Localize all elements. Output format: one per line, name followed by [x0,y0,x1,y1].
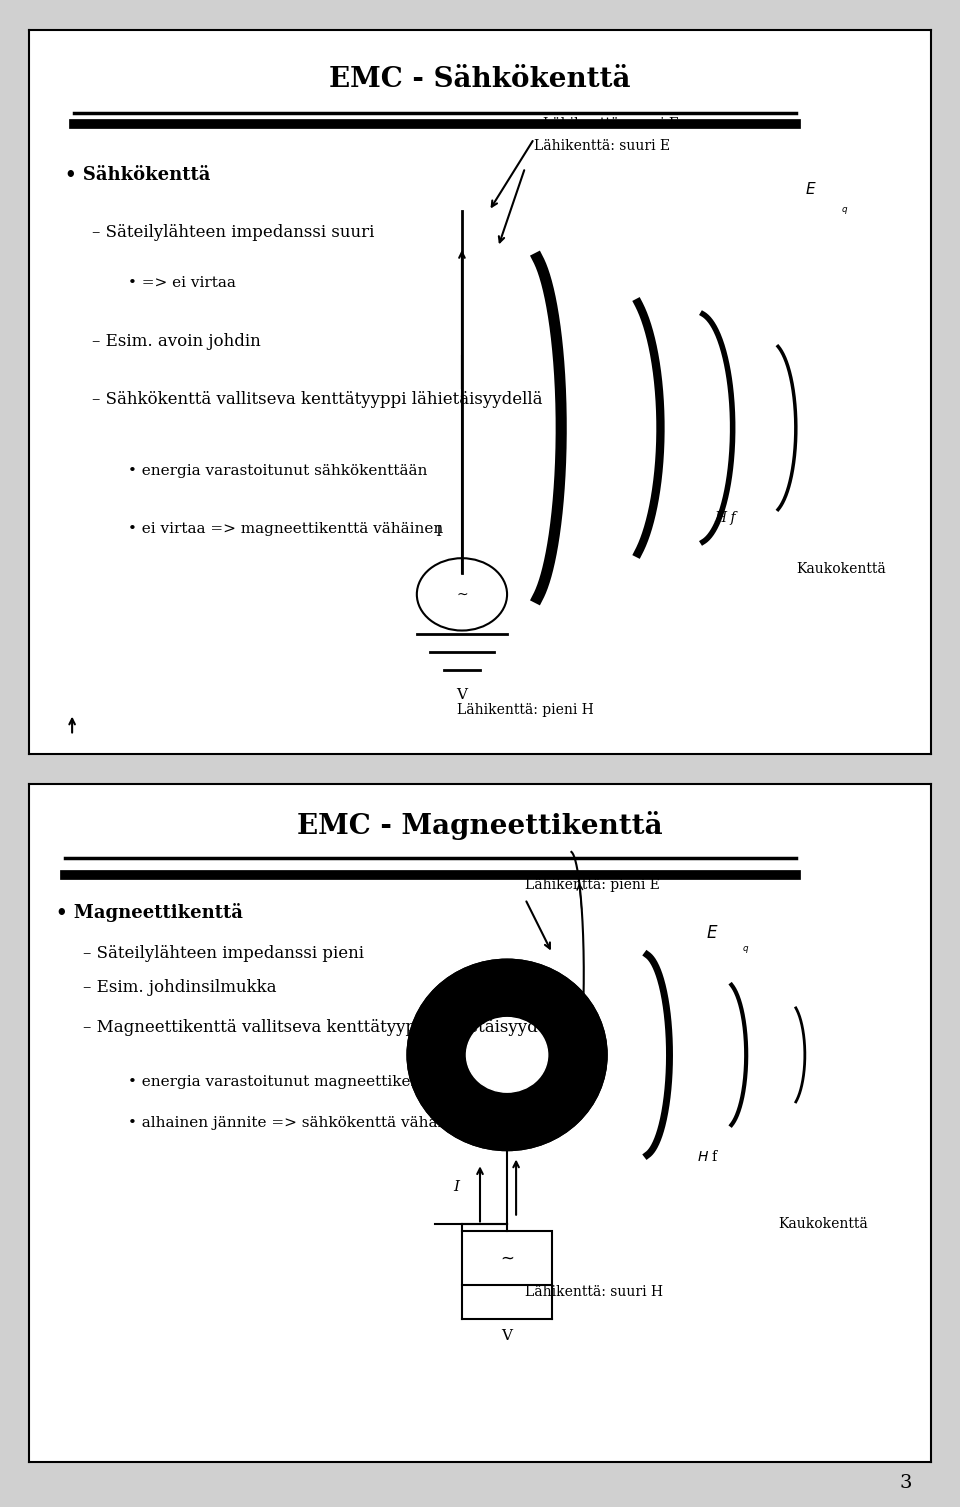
Ellipse shape [462,1014,552,1096]
Text: • => ei virtaa: • => ei virtaa [128,276,236,291]
Text: – Magneettikenttä vallitseva kenttätyyppi lähietäisyydellä: – Magneettikenttä vallitseva kenttätyypp… [83,1019,568,1037]
Text: Lähikenttä: suuri H: Lähikenttä: suuri H [525,1285,663,1299]
Text: I: I [453,1180,459,1194]
Text: $E$: $E$ [804,181,816,197]
Text: Kaukokenttä: Kaukokenttä [796,562,885,576]
Text: $_q$: $_q$ [841,205,849,217]
Ellipse shape [408,960,607,1150]
Ellipse shape [467,1017,547,1093]
Text: V: V [501,1329,513,1343]
Text: $E$: $E$ [706,924,718,942]
Text: • ei virtaa => magneettikenttä vähäinen: • ei virtaa => magneettikenttä vähäinen [128,523,444,536]
Text: • energia varastoitunut sähkökenttään: • energia varastoitunut sähkökenttään [128,464,427,478]
Text: Lähikenttä: pieni E: Lähikenttä: pieni E [525,879,660,892]
Text: – Säteilylähteen impedanssi suuri: – Säteilylähteen impedanssi suuri [92,225,374,241]
Text: ~: ~ [456,588,468,601]
Text: • energia varastoitunut magneettikenttään: • energia varastoitunut magneettikenttää… [128,1074,461,1090]
Text: – Säteilylähteen impedanssi pieni: – Säteilylähteen impedanssi pieni [83,945,364,961]
Text: $H$ f: $H$ f [697,1150,719,1163]
Text: Kaukokenttä: Kaukokenttä [778,1218,868,1231]
Text: – Esim. avoin johdin: – Esim. avoin johdin [92,333,261,350]
Text: EMC - Magneettikenttä: EMC - Magneettikenttä [298,811,662,839]
Text: – Sähkökenttä vallitseva kenttätyyppi lähietäisyydellä: – Sähkökenttä vallitseva kenttätyyppi lä… [92,390,542,407]
Text: EMC - Sähkökenttä: EMC - Sähkökenttä [329,66,631,93]
Text: Lähikenttä: pieni H: Lähikenttä: pieni H [457,704,593,717]
Text: H f: H f [714,511,736,524]
Text: Lähikenttä: suuri E: Lähikenttä: suuri E [534,139,670,152]
Text: $_q$: $_q$ [742,943,749,957]
Text: – Esim. johdinsilmukka: – Esim. johdinsilmukka [83,978,276,996]
Text: ~: ~ [500,1249,514,1267]
Text: • alhainen jännite => sähkökenttä vähäinen: • alhainen jännite => sähkökenttä vähäin… [128,1115,471,1130]
Text: • Magneettikenttä: • Magneettikenttä [56,903,243,922]
Text: 3: 3 [900,1474,912,1492]
Text: I: I [435,526,441,540]
Text: V: V [456,689,468,702]
Text: • Sähkökenttä: • Sähkökenttä [65,166,210,184]
Text: Lähikenttä: suuri E: Lähikenttä: suuri E [543,118,680,131]
Bar [462,1231,552,1285]
